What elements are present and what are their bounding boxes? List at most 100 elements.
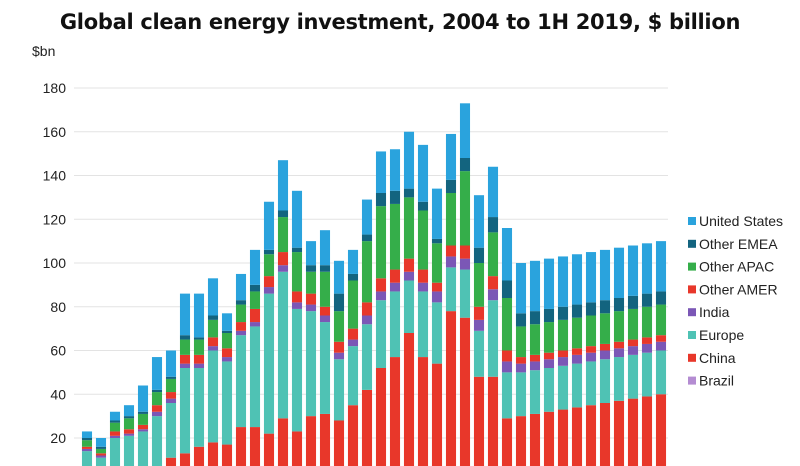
bar-segment-other-apac (123, 418, 135, 430)
bar-segment-china (333, 420, 345, 466)
bar-segment-europe (137, 431, 149, 466)
bar-segment-china (347, 405, 359, 466)
bar-segment-other-emea (361, 234, 373, 242)
bar-segment-india (235, 330, 247, 336)
bar-segment-other-apac (515, 326, 527, 358)
bar-segment-india (501, 361, 513, 373)
legend-label: Other EMEA (699, 236, 778, 252)
bar-segment-other-apac (277, 217, 289, 253)
bar-segment-other-emea (347, 273, 359, 281)
bar-segment-united-states (417, 144, 429, 202)
bar-segment-china (389, 357, 401, 466)
bar-segment-other-apac (641, 306, 653, 338)
bar-segment-europe (627, 354, 639, 399)
bar-segment-other-apac (95, 448, 107, 454)
bar-segment-other-amer (319, 306, 331, 316)
bar-segment-india (347, 339, 359, 347)
bar-segment-india (557, 357, 569, 366)
bar-segment-india (417, 282, 429, 292)
bar-segment-india (543, 359, 555, 368)
bar-segment-india (319, 315, 331, 323)
bar-segment-other-emea (389, 190, 401, 204)
bar-segment-united-states (123, 405, 135, 417)
legend-swatch-other-emea (688, 239, 696, 248)
bar-segment-china (319, 413, 331, 466)
bar-segment-united-states (305, 241, 317, 266)
bar-segment-europe (277, 271, 289, 419)
bar-segment-europe (389, 291, 401, 358)
bar-segment-united-states (291, 190, 303, 248)
bar-segment-other-amer (249, 308, 261, 323)
bar-segment-other-apac (291, 252, 303, 292)
bar-segment-india (95, 455, 107, 458)
bar-segment-europe (641, 352, 653, 397)
bar-segment-india (207, 346, 219, 351)
bar-segment-other-emea (515, 313, 527, 327)
bar-segment-europe (375, 300, 387, 368)
bar-segment-other-apac (109, 422, 121, 432)
bar-segment-other-amer (123, 429, 135, 434)
bar-segment-other-apac (347, 280, 359, 329)
bar-segment-india (375, 291, 387, 301)
bar-segment-china (277, 418, 289, 466)
bar-segment-united-states (319, 230, 331, 266)
bar-segment-other-amer (571, 348, 583, 355)
bar-segment-other-amer (655, 335, 667, 342)
bar-segment-china (613, 400, 625, 466)
bar-segment-china (571, 407, 583, 466)
bar-segment-europe (501, 372, 513, 419)
bar-segment-india (487, 289, 499, 301)
bar-segment-europe (571, 363, 583, 408)
bar-segment-united-states (543, 258, 555, 309)
bar-segment-united-states (263, 201, 275, 250)
bar-segment-other-amer (263, 276, 275, 288)
bar-segment-other-apac (221, 333, 233, 349)
bar-segment-united-states (151, 357, 163, 390)
bar-segment-india (515, 363, 527, 373)
bar-segment-other-emea (319, 265, 331, 272)
bar-segment-china (543, 411, 555, 466)
bar-segment-other-emea (81, 438, 93, 441)
bar-segment-other-apac (487, 232, 499, 277)
bar-segment-other-amer (347, 328, 359, 340)
bar-segment-united-states (445, 133, 457, 180)
bar-segment-europe (403, 280, 415, 333)
bar-segment-united-states (179, 293, 191, 336)
y-tick-label: 100 (43, 255, 67, 271)
bar-segment-india (123, 433, 135, 436)
bar-segment-other-apac (137, 413, 149, 425)
bar-segment-europe (613, 357, 625, 401)
bar-segment-other-apac (179, 339, 191, 355)
bar-segment-other-emea (249, 284, 261, 292)
bar-segment-europe (585, 361, 597, 406)
bar-segment-other-emea (417, 201, 429, 211)
bar-segment-other-emea (445, 179, 457, 193)
bar-segment-united-states (361, 199, 373, 235)
bar-segment-other-apac (263, 254, 275, 277)
bar-segment-india (361, 315, 373, 325)
bar-segment-other-amer (193, 354, 205, 364)
bar-segment-other-emea (235, 300, 247, 305)
bar-segment-india (179, 363, 191, 368)
bar-segment-china (375, 368, 387, 466)
bar-segment-other-amer (375, 278, 387, 292)
y-tick-label: 80 (50, 299, 66, 315)
y-tick-labels: 20 40 60 80 100 120 140 160 180 (43, 80, 67, 446)
bar-segment-europe (81, 451, 93, 466)
bar-segment-other-amer (599, 343, 611, 351)
y-tick-label: 60 (50, 343, 66, 359)
bar-segment-europe (431, 302, 443, 364)
bar-segment-europe (165, 403, 177, 458)
bar-segment-other-emea (151, 389, 163, 393)
bar-segment-china (557, 409, 569, 466)
bar-segment-other-amer (585, 346, 597, 353)
bar-segment-india (627, 346, 639, 355)
bar-segment-united-states (389, 149, 401, 191)
bar-segment-other-apac (249, 291, 261, 309)
bar-segment-united-states (193, 293, 205, 338)
bar-segment-europe (655, 350, 667, 395)
bar-segment-other-emea (557, 306, 569, 320)
bar-segment-other-emea (179, 335, 191, 340)
bar-segment-united-states (613, 247, 625, 298)
